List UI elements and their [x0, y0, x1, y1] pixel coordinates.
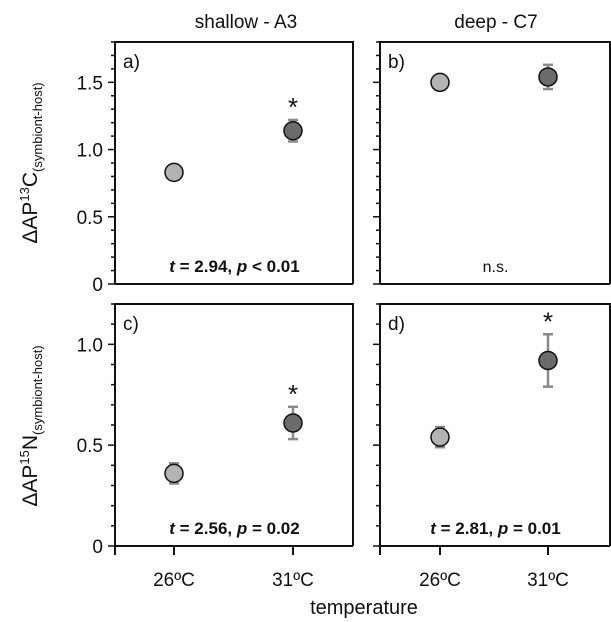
y-axis-label-carbon: ΔAP13C(symbiont-host) [17, 82, 45, 243]
panel-d-significance-star: * [543, 306, 553, 336]
panel-d-stat-text: t = 2.81, p = 0.01 [430, 519, 560, 538]
panel-d-frame [379, 303, 611, 546]
y-tick-label-row0: 0.5 [77, 208, 103, 229]
panel-a-frame [114, 41, 354, 284]
chart-marks: 0 0.5 1.0 1.5 a) * t = 2.94, p < 0.01 b) n.s. 0 0.… [77, 41, 611, 558]
panel-c-point-31c [283, 413, 303, 433]
panel-c-letter: c) [123, 314, 139, 335]
x-tick-label-26c-shallow: 26ºC [153, 570, 195, 591]
y-tick-label-row1: 0.5 [77, 436, 103, 457]
panel-c-frame [114, 303, 354, 546]
y-tick-label-row0: 0 [92, 275, 103, 296]
column-title-deep: deep - C7 [454, 12, 537, 33]
panel-d-letter: d) [388, 314, 405, 335]
panel-b-point-26c [430, 72, 450, 93]
x-tick-label-26c-deep: 26ºC [419, 570, 461, 591]
panel-c-point-26c [164, 463, 184, 484]
y-tick-label-row1: 0 [92, 537, 103, 558]
panel-b-point-31c [538, 67, 558, 87]
panel-a-letter: a) [123, 52, 140, 73]
panel-b-frame [379, 41, 611, 284]
panel-a-stat-text: t = 2.94, p < 0.01 [169, 257, 299, 276]
panel-d-point-31c [538, 350, 558, 371]
panel-d-point-26c [430, 427, 450, 447]
y-tick-label-row0: 1.0 [77, 141, 103, 162]
x-axis-label: temperature [310, 597, 418, 619]
column-title-shallow: shallow - A3 [195, 12, 297, 33]
panel-a-point-31c [283, 120, 303, 141]
panel-b-stat-text: n.s. [483, 259, 509, 276]
panel-c-stat-text: t = 2.56, p = 0.02 [169, 519, 299, 538]
panel-b-letter: b) [388, 52, 405, 73]
y-axis-label-nitrogen: ΔAP15N(symbiont-host) [17, 345, 45, 506]
panel-a-point-26c [164, 162, 184, 183]
panel-a-significance-star: * [288, 92, 298, 122]
x-tick-label-31c-shallow: 31ºC [272, 570, 314, 591]
x-tick-label-31c-deep: 31ºC [527, 570, 569, 591]
y-tick-label-row0: 1.5 [77, 73, 103, 94]
panel-c-significance-star: * [288, 379, 298, 409]
y-tick-label-row1: 1.0 [77, 335, 103, 356]
